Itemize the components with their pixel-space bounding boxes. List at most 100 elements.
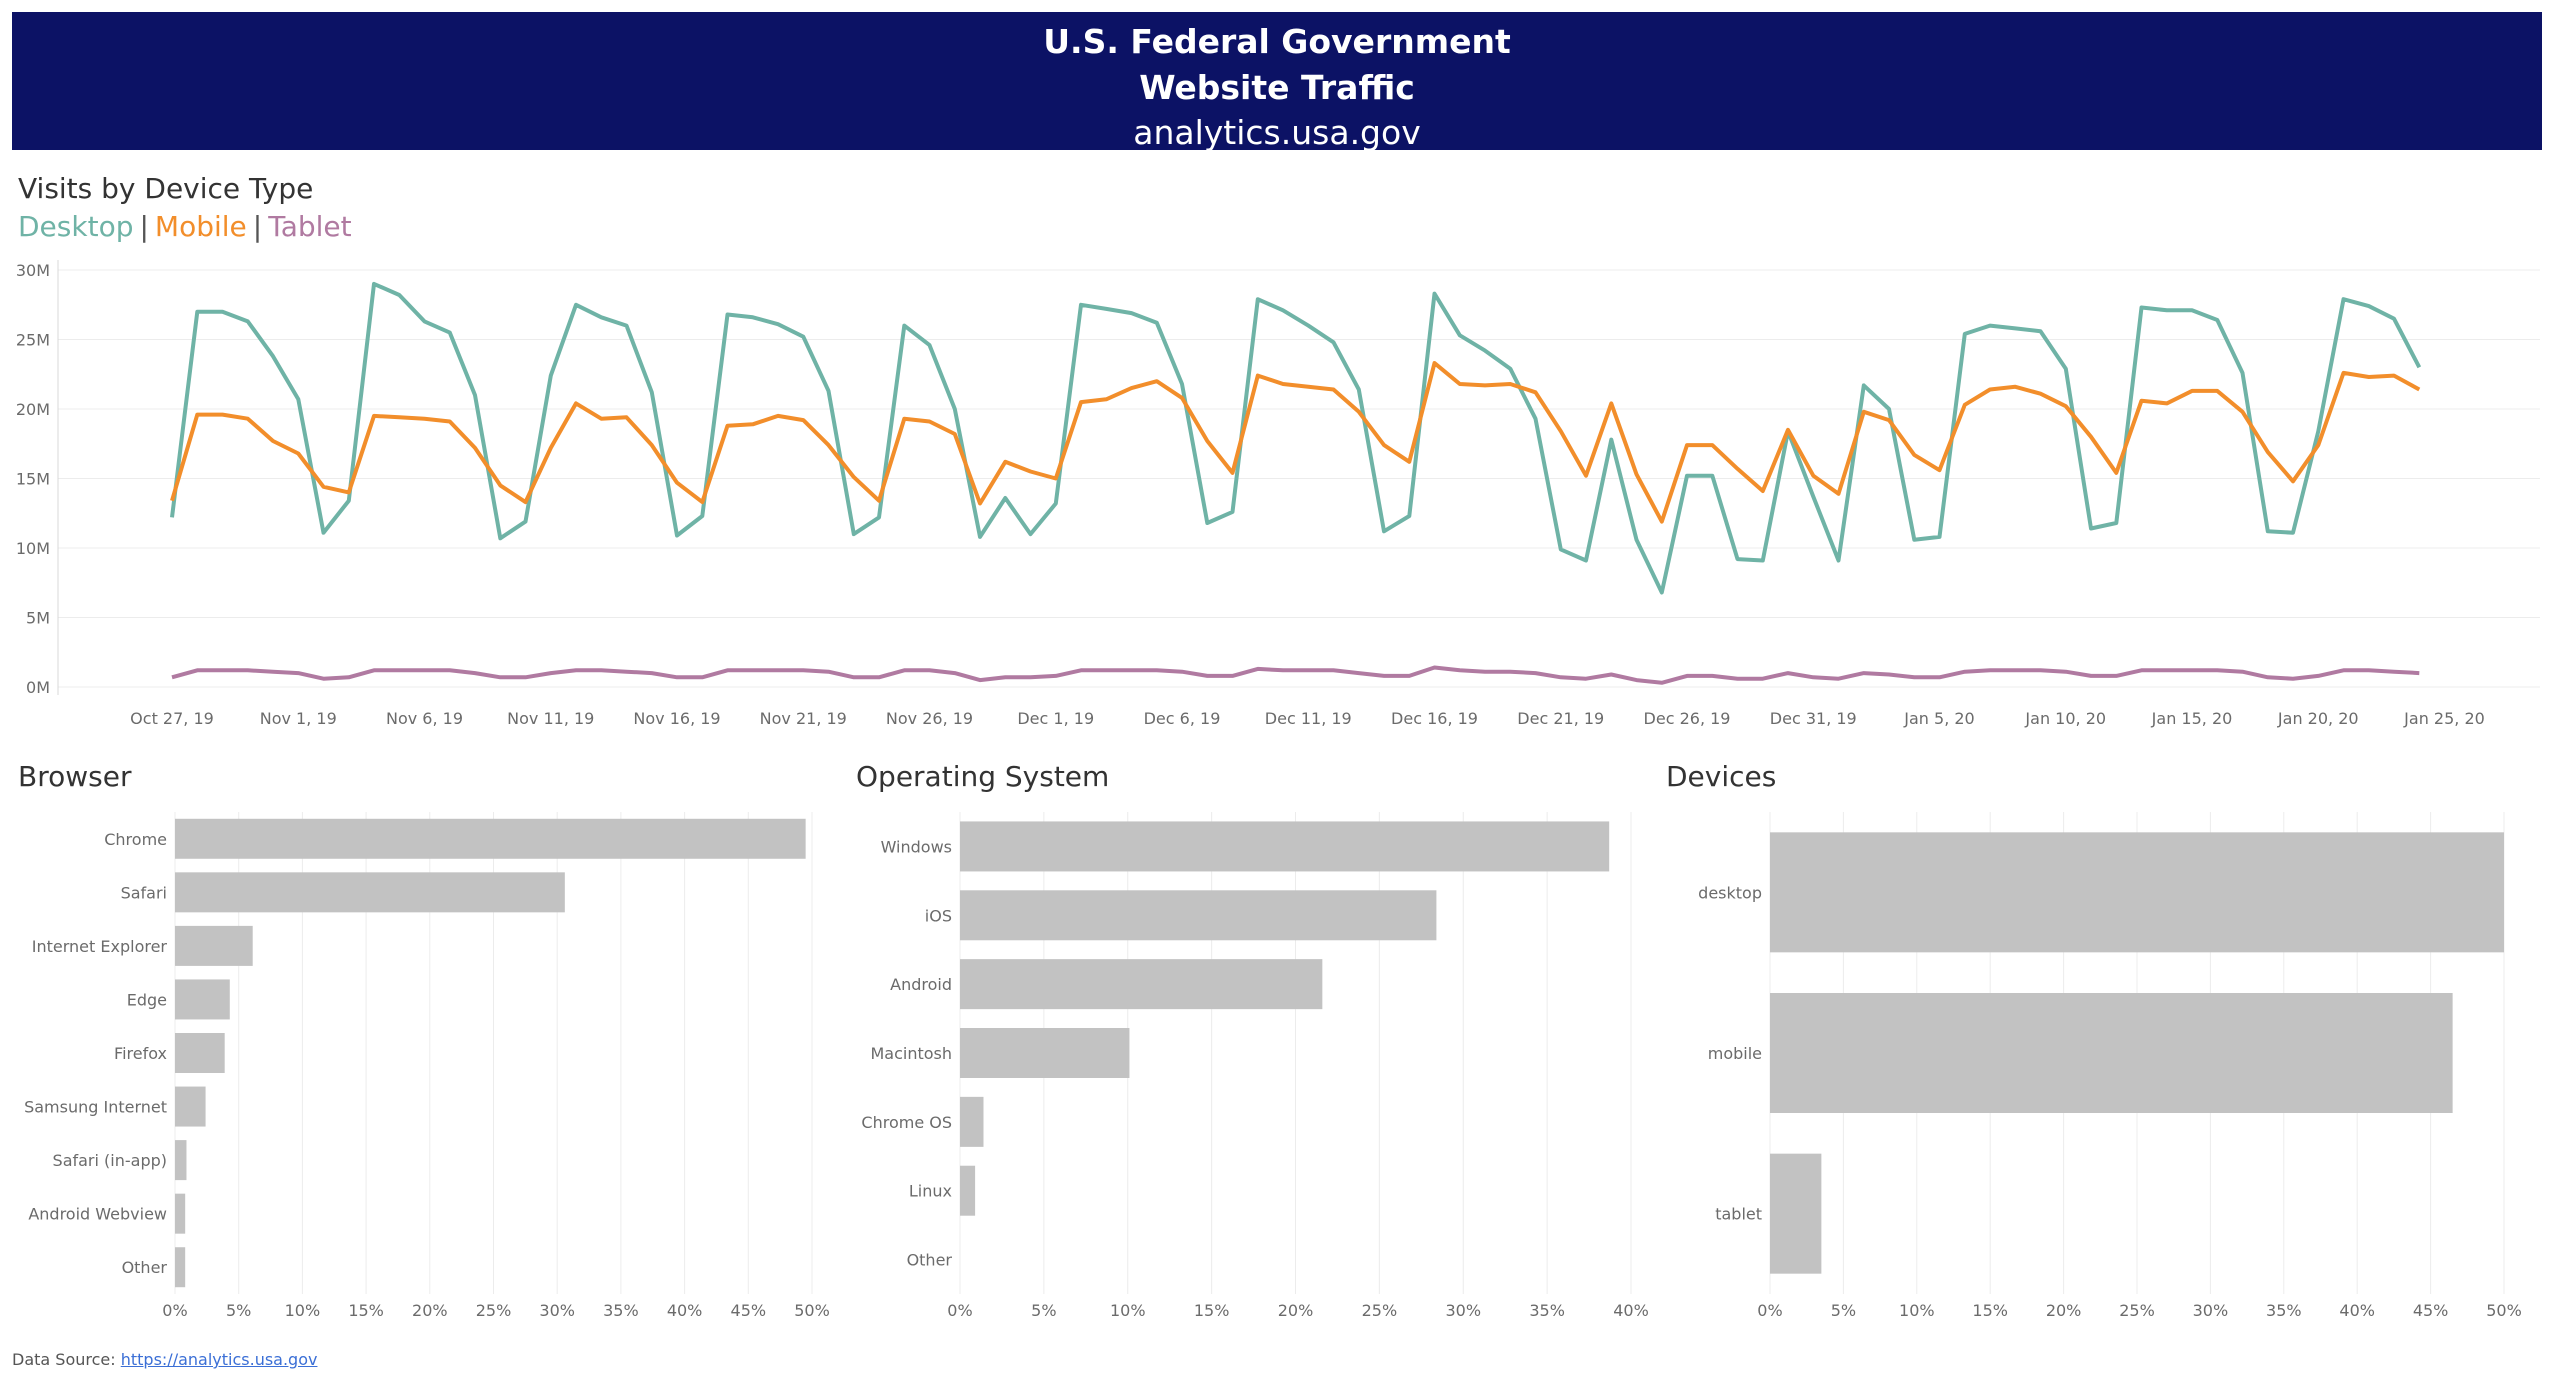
category-label: Edge: [127, 990, 167, 1009]
x-tick-label: 45%: [2413, 1301, 2449, 1320]
x-tick-label: 45%: [731, 1301, 767, 1320]
legend-mobile[interactable]: Mobile: [154, 210, 247, 243]
x-tick-label: 30%: [2193, 1301, 2229, 1320]
data-source-footer: Data Source: https://analytics.usa.gov: [12, 1350, 317, 1369]
visits-line-chart: 0M 5M 10M 15M 20M 25M 30M Oct 27, 19 Nov 1, 19 No…: [16, 260, 2540, 728]
category-label: Other: [907, 1251, 953, 1270]
x-tick-label: 20%: [412, 1301, 448, 1320]
devices-bar-chart: 0% 5% 10% 15% 20% 25% 30% 35% 40% 45% 50% desktop mo…: [1698, 812, 2522, 1320]
series-line-tablet[interactable]: [171, 665, 2420, 685]
bar-internet-explorer[interactable]: [175, 925, 253, 966]
legend-separator: |: [139, 210, 149, 243]
x-tick-label: Nov 26, 19: [886, 709, 973, 728]
bar-safari-in-app[interactable]: [175, 1140, 187, 1181]
bar-firefox[interactable]: [175, 1033, 225, 1073]
x-tick-label: 30%: [539, 1301, 575, 1320]
bar-mobile[interactable]: [1770, 993, 2453, 1113]
x-tick-label: 0%: [947, 1301, 972, 1320]
x-tick-label: Dec 6, 19: [1144, 709, 1221, 728]
category-label: Android: [890, 975, 952, 994]
bar-windows[interactable]: [960, 821, 1610, 872]
x-tick-label: 40%: [1613, 1301, 1649, 1320]
x-tick-label: 50%: [2486, 1301, 2522, 1320]
data-source-label: Data Source:: [12, 1350, 116, 1369]
x-tick-label: 40%: [667, 1301, 703, 1320]
x-tick-label: Dec 21, 19: [1517, 709, 1604, 728]
legend-desktop[interactable]: Desktop: [18, 210, 134, 243]
category-label: Chrome: [104, 830, 167, 849]
x-tick-label: Dec 16, 19: [1391, 709, 1478, 728]
x-tick-label: 0%: [162, 1301, 187, 1320]
x-tick-label: 0%: [1757, 1301, 1782, 1320]
category-label: Safari (in-app): [53, 1151, 167, 1170]
x-tick-label: 30%: [1445, 1301, 1481, 1320]
bar-android[interactable]: [960, 959, 1323, 1010]
category-label: Samsung Internet: [24, 1098, 167, 1117]
browser-bar-chart: 0% 5% 10% 15% 20% 25% 30% 35% 40% 45% 50% Chrome Saf…: [24, 812, 830, 1320]
bar-safari[interactable]: [175, 872, 565, 913]
bar-other[interactable]: [175, 1247, 186, 1288]
bar-tablet[interactable]: [1770, 1153, 1822, 1274]
x-tick-label: Nov 11, 19: [507, 709, 594, 728]
category-label: iOS: [925, 906, 952, 925]
category-label: desktop: [1698, 883, 1762, 902]
bar-edge[interactable]: [175, 979, 230, 1020]
x-tick-label: 5%: [1831, 1301, 1856, 1320]
x-tick-label: 15%: [1194, 1301, 1230, 1320]
y-tick-label: 5M: [26, 609, 50, 628]
bar-linux[interactable]: [960, 1165, 976, 1216]
banner-subtitle: analytics.usa.gov: [1133, 113, 1421, 152]
x-tick-label: Dec 1, 19: [1017, 709, 1094, 728]
x-tick-label: Dec 31, 19: [1770, 709, 1857, 728]
x-tick-label: Nov 16, 19: [633, 709, 720, 728]
x-tick-label: 25%: [476, 1301, 512, 1320]
bar-chrome[interactable]: [175, 818, 806, 859]
x-tick-label: Nov 6, 19: [386, 709, 463, 728]
category-label: Internet Explorer: [32, 937, 168, 956]
x-tick-label: Jan 10, 20: [2024, 709, 2106, 728]
x-tick-label: Jan 5, 20: [1903, 709, 1974, 728]
x-tick-label: 10%: [285, 1301, 321, 1320]
banner-title-line1: U.S. Federal Government: [1043, 22, 1511, 61]
series-line-desktop[interactable]: [170, 281, 2422, 595]
category-label: Macintosh: [870, 1044, 952, 1063]
data-source-link[interactable]: https://analytics.usa.gov: [120, 1350, 318, 1369]
legend-separator: |: [252, 210, 263, 243]
x-tick-label: 15%: [348, 1301, 384, 1320]
bar-android-webview[interactable]: [175, 1193, 186, 1234]
category-label: tablet: [1715, 1205, 1762, 1224]
x-tick-label: 10%: [1899, 1301, 1935, 1320]
y-tick-label: 0M: [26, 678, 50, 697]
x-tick-label: 5%: [226, 1301, 251, 1320]
y-tick-label: 15M: [16, 470, 50, 489]
x-tick-label: 5%: [1031, 1301, 1056, 1320]
x-tick-label: 15%: [1972, 1301, 2008, 1320]
bar-ios[interactable]: [960, 890, 1437, 941]
y-tick-label: 10M: [16, 539, 50, 558]
x-tick-label: 20%: [1278, 1301, 1314, 1320]
x-tick-label: 50%: [794, 1301, 830, 1320]
timeseries-title: Visits by Device Type: [18, 172, 314, 205]
x-tick-label: Jan 25, 20: [2403, 709, 2485, 728]
legend-tablet[interactable]: Tablet: [268, 210, 352, 243]
x-tick-label: Jan 20, 20: [2277, 709, 2359, 728]
series-line-mobile[interactable]: [170, 361, 2421, 524]
category-label: Windows: [881, 837, 952, 856]
category-label: Safari: [121, 883, 167, 902]
browser-title: Browser: [18, 760, 132, 793]
devices-title: Devices: [1666, 760, 1777, 793]
bar-chrome-os[interactable]: [960, 1096, 984, 1147]
y-tick-label: 20M: [16, 400, 50, 419]
os-title: Operating System: [856, 760, 1110, 793]
x-tick-label: 20%: [2046, 1301, 2082, 1320]
bar-desktop[interactable]: [1770, 832, 2504, 953]
timeseries-legend: Desktop | Mobile | Tablet: [18, 210, 352, 243]
category-label: Firefox: [114, 1044, 167, 1063]
x-tick-label: 35%: [2266, 1301, 2302, 1320]
x-tick-label: Oct 27, 19: [130, 709, 214, 728]
bar-samsung-internet[interactable]: [175, 1086, 206, 1127]
x-tick-label: Dec 11, 19: [1265, 709, 1352, 728]
bar-macintosh[interactable]: [960, 1028, 1130, 1078]
x-tick-label: 10%: [1110, 1301, 1146, 1320]
x-tick-label: Dec 26, 19: [1644, 709, 1731, 728]
